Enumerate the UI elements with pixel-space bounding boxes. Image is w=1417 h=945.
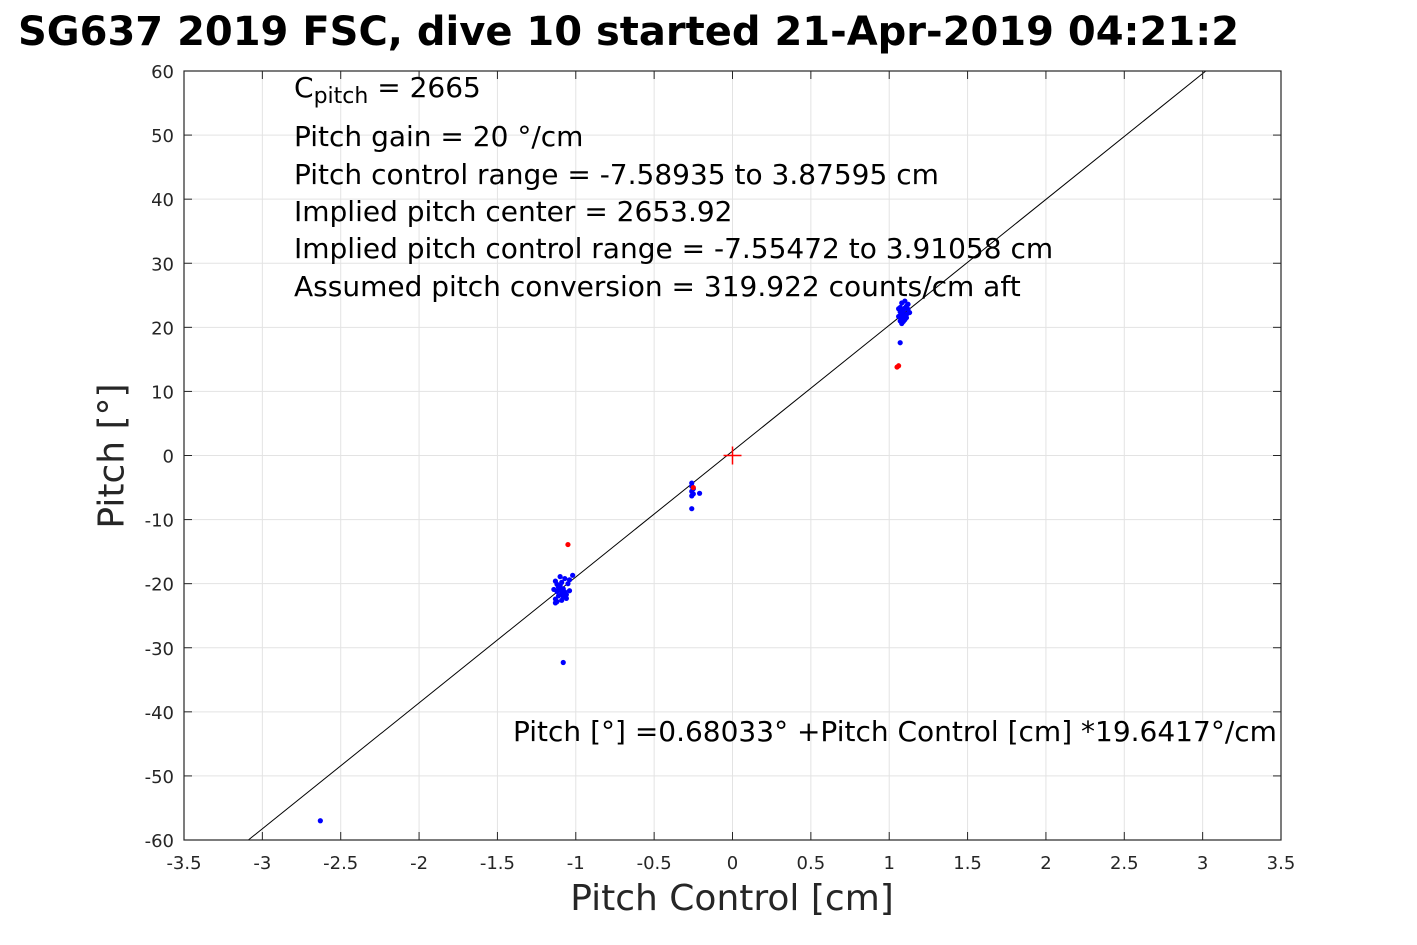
data-point	[551, 586, 557, 593]
data-points	[317, 298, 913, 824]
data-point	[555, 593, 562, 599]
y-tick-label: 50	[151, 126, 174, 147]
data-point	[896, 306, 902, 312]
chart-title: SG637 2019 FSC, dive 10 started 21-Apr-2…	[18, 9, 1240, 55]
fit-equation-annotation: Pitch [°] =0.68033° +Pitch Control [cm] …	[513, 715, 1277, 748]
data-point	[896, 363, 902, 369]
implied-pitch-control-range-annotation: Implied pitch control range = -7.55472 t…	[294, 232, 1054, 265]
y-tick-label: -50	[145, 767, 174, 788]
pitch-gain-annotation: Pitch gain = 20 °/cm	[294, 120, 584, 153]
y-tick-label: 0	[163, 447, 174, 468]
x-tick-label: -2	[410, 853, 428, 874]
data-point	[562, 575, 568, 582]
c-pitch-subscript: pitch	[313, 84, 369, 109]
x-tick-label: 1.5	[953, 853, 982, 874]
x-tick-label: 2.5	[1110, 853, 1139, 874]
x-tick-label: -3	[253, 853, 271, 874]
data-point	[903, 315, 910, 321]
data-point	[317, 818, 323, 824]
x-tick-label: 0	[727, 853, 738, 874]
data-point	[689, 493, 695, 499]
y-tick-label: 20	[151, 318, 174, 339]
data-point	[906, 309, 913, 316]
x-tick-label: -3.5	[166, 853, 201, 874]
y-tick-label: -60	[145, 831, 174, 852]
x-tick-label: 2	[1040, 853, 1051, 874]
data-point	[559, 579, 565, 585]
data-point	[566, 577, 573, 583]
c-pitch-value: = 2665	[368, 71, 481, 104]
y-tick-label: 10	[151, 382, 174, 403]
pitch-control-range-annotation: Pitch control range = -7.58935 to 3.8759…	[294, 158, 939, 191]
data-point	[900, 318, 906, 325]
x-tick-label: 0.5	[797, 853, 826, 874]
data-point	[689, 506, 695, 512]
y-tick-label: 40	[151, 190, 174, 211]
c-pitch-annotation: Cpitch = 2665	[294, 70, 481, 115]
implied-pitch-center-annotation: Implied pitch center = 2653.92	[294, 195, 733, 228]
y-tick-label: -20	[145, 575, 174, 596]
axes-box	[183, 70, 1282, 841]
data-point	[555, 582, 562, 589]
x-tick-label: -0.5	[637, 853, 672, 874]
center-marker-group	[723, 446, 742, 465]
x-tick-label: -1.5	[480, 853, 515, 874]
x-tick-label: 3.5	[1267, 853, 1296, 874]
x-tick-label: 1	[883, 853, 894, 874]
data-point	[696, 490, 703, 496]
data-point	[559, 597, 565, 603]
y-tick-label: 60	[151, 62, 174, 83]
y-tick-label: -30	[145, 639, 174, 660]
data-point	[896, 313, 902, 320]
plot-frame	[183, 70, 1282, 841]
data-point	[570, 572, 576, 578]
data-point	[563, 595, 569, 602]
y-tick-label: 30	[151, 254, 174, 275]
data-point	[560, 659, 566, 666]
x-tick-label: -2.5	[323, 853, 358, 874]
x-axis-label: Pitch Control [cm]	[570, 878, 894, 919]
data-point	[899, 300, 905, 306]
data-point	[557, 574, 563, 580]
data-point	[560, 591, 566, 598]
data-point	[566, 588, 573, 594]
data-point	[897, 340, 903, 346]
x-tick-label: -1	[567, 853, 585, 874]
data-point	[690, 484, 696, 491]
assumed-pitch-conversion-annotation: Assumed pitch conversion = 319.922 count…	[294, 270, 1021, 303]
data-point	[905, 301, 911, 307]
tick-labels: -3.5 -3 -2.5 -2 -1.5 -1 -0.5 0 0.5 1 1.5 2 2.5 3 3.5 60…	[145, 62, 1296, 874]
c-pitch-symbol: C	[294, 71, 314, 104]
data-point	[565, 541, 571, 548]
data-point	[552, 600, 559, 606]
y-axis-label: Pitch [°]	[91, 383, 133, 529]
y-tick-label: -40	[145, 703, 174, 724]
y-tick-label: -10	[145, 511, 174, 532]
x-tick-label: 3	[1197, 853, 1208, 874]
